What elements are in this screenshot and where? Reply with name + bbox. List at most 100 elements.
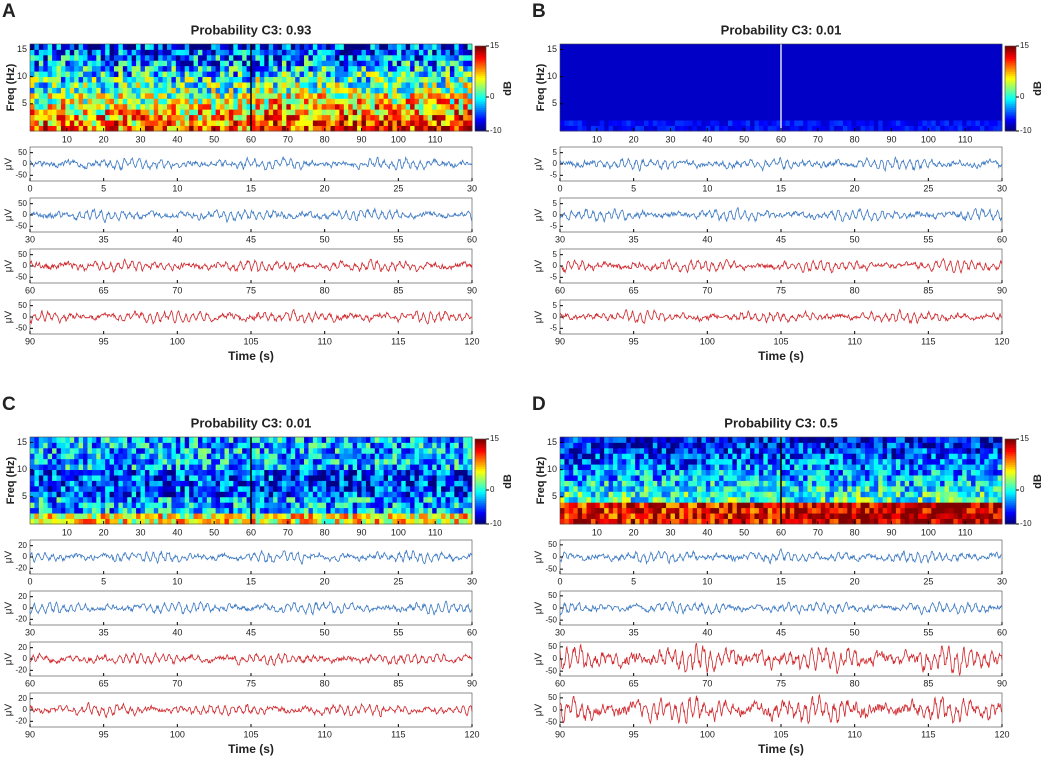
spectrogram-cell bbox=[255, 109, 261, 116]
spectrogram-cell bbox=[149, 120, 155, 126]
spectrogram-cell bbox=[365, 65, 371, 72]
spectrogram-cell bbox=[317, 496, 323, 503]
spectrogram-cell bbox=[962, 103, 968, 110]
spectrogram-cell bbox=[418, 65, 424, 72]
spectrogram-cell bbox=[626, 98, 632, 105]
spectrogram-cell bbox=[577, 92, 583, 99]
spectrogram-cell bbox=[745, 76, 751, 83]
spectrogram-cell bbox=[330, 44, 336, 50]
spectrogram-cell bbox=[613, 109, 618, 116]
spectrogram-cell bbox=[295, 513, 301, 519]
spectrogram-cell bbox=[847, 71, 853, 78]
spectrogram-cell bbox=[944, 71, 950, 78]
spectrogram-cell bbox=[352, 60, 358, 67]
colorbar-cell bbox=[475, 54, 486, 58]
spectrogram-cell bbox=[878, 92, 884, 99]
spectrogram-cell bbox=[38, 475, 44, 481]
spectrogram-cell bbox=[383, 453, 389, 460]
spectrogram-cell bbox=[286, 491, 292, 498]
spectrogram-cell bbox=[215, 82, 221, 88]
spectrogram-cell bbox=[30, 60, 35, 67]
spectrogram-cell bbox=[220, 54, 225, 61]
spectrogram-cell bbox=[608, 49, 614, 56]
spectrogram-cell bbox=[405, 485, 411, 492]
spectrogram-cell bbox=[705, 71, 711, 78]
spectrogram-cell bbox=[60, 502, 66, 509]
spectrogram-cell bbox=[343, 485, 349, 492]
spectrogram-cell bbox=[441, 103, 446, 110]
spectrogram-cell bbox=[91, 82, 97, 88]
spectrogram-cell bbox=[365, 98, 371, 105]
spectrogram-cell bbox=[52, 103, 57, 110]
spectrogram-cell bbox=[657, 103, 663, 110]
x-tick-label: 75 bbox=[246, 285, 256, 295]
spectrogram-cell bbox=[202, 44, 208, 50]
x-tick-label: 60 bbox=[467, 234, 477, 244]
spectrogram-cell bbox=[401, 54, 407, 61]
spectrogram-cell bbox=[74, 485, 80, 492]
spectrogram-cell bbox=[131, 114, 137, 121]
spectrogram-cell bbox=[228, 518, 234, 525]
spectrogram-cell bbox=[281, 76, 287, 83]
spectrogram-cell bbox=[449, 513, 455, 519]
spectrogram-cell bbox=[436, 496, 442, 503]
spectrogram-cell bbox=[30, 469, 35, 476]
spectrogram-cell bbox=[993, 114, 998, 121]
spectrogram-cell bbox=[202, 54, 208, 61]
spectrogram-cell bbox=[321, 518, 327, 525]
spectrogram-cell bbox=[206, 87, 212, 94]
spectrogram-cell bbox=[834, 71, 839, 78]
spectrogram-cell bbox=[211, 54, 217, 61]
spectrogram-cell bbox=[339, 65, 345, 72]
x-tick-label: 65 bbox=[629, 285, 639, 295]
spectrogram-cell bbox=[295, 60, 301, 67]
spectrogram-cell bbox=[251, 87, 256, 94]
spectrogram-cell bbox=[171, 49, 177, 56]
spectrogram-cell bbox=[47, 458, 53, 465]
spectrogram-cell bbox=[202, 120, 208, 126]
spectrogram-cell bbox=[383, 120, 389, 126]
spectrogram-cell bbox=[343, 71, 349, 78]
spectrogram-cell bbox=[613, 49, 618, 56]
spectrogram-cell bbox=[454, 518, 460, 525]
spectrogram-cell bbox=[860, 87, 866, 94]
spectrogram-cell bbox=[43, 442, 49, 449]
spectrogram-cell bbox=[727, 54, 733, 61]
spectrogram-cell bbox=[944, 65, 950, 72]
spectrogram-cell bbox=[144, 507, 150, 514]
spectrogram-cell bbox=[197, 103, 203, 110]
spectrogram-cell bbox=[564, 54, 570, 61]
spectrogram-cell bbox=[754, 125, 760, 132]
spectrogram-cell bbox=[228, 54, 234, 61]
spectrogram-cell bbox=[851, 65, 857, 72]
spectrogram-cell bbox=[750, 109, 755, 116]
x-tick-label: 105 bbox=[773, 336, 788, 346]
spectrogram-cell bbox=[776, 49, 782, 56]
spectrogram-cell bbox=[798, 103, 804, 110]
spectrogram-cell bbox=[842, 49, 848, 56]
spectrogram-cell bbox=[388, 469, 393, 476]
spectrogram-cell bbox=[317, 502, 323, 509]
spectrogram-cell bbox=[224, 518, 230, 525]
spectrogram-cell bbox=[184, 65, 190, 72]
spectrogram-cell bbox=[410, 60, 415, 67]
spectrogram-cell bbox=[136, 458, 141, 465]
spectrogram-cell bbox=[118, 87, 124, 94]
spectrogram-cell bbox=[719, 103, 724, 110]
spectrogram-cell bbox=[869, 125, 875, 132]
spectrogram-cell bbox=[65, 120, 71, 126]
spectrogram-cell bbox=[144, 464, 150, 471]
spectrogram-cell bbox=[197, 109, 203, 116]
spectrogram-cell bbox=[162, 458, 168, 465]
spectrogram-cell bbox=[299, 120, 305, 126]
spectrogram-cell bbox=[864, 114, 870, 121]
spectrogram-cell bbox=[251, 114, 256, 121]
colorbar-cell bbox=[1005, 92, 1016, 96]
spectrogram-cell bbox=[383, 60, 389, 67]
spectrogram-cell bbox=[348, 120, 354, 126]
spectrogram-cell bbox=[396, 458, 402, 465]
spectrogram-cell bbox=[153, 464, 159, 471]
spectrogram-cell bbox=[215, 507, 221, 514]
spectrogram-cell bbox=[273, 507, 278, 514]
spectrogram-cell bbox=[118, 502, 124, 509]
